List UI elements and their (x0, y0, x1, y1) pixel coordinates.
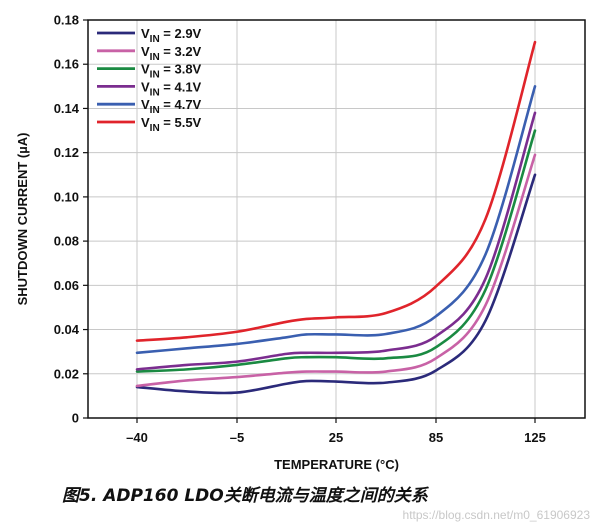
y-tick-label: 0.14 (54, 101, 80, 116)
legend-label-6: VIN = 5.5V (141, 115, 202, 134)
series-line-6 (135, 40, 537, 342)
y-tick-label: 0.02 (54, 366, 79, 381)
legend-label-3: VIN = 3.8V (141, 62, 202, 81)
x-axis-label: TEMPERATURE (°C) (274, 457, 399, 472)
series-line-4 (135, 111, 537, 371)
legend-label-4: VIN = 4.1V (141, 79, 202, 98)
x-tick-label: 25 (329, 430, 343, 445)
legend-label-2: VIN = 3.2V (141, 44, 202, 63)
series-line-3 (135, 129, 537, 373)
figure-caption: 图5. ADP160 LDO关断电流与温度之间的关系 (62, 486, 430, 506)
y-tick-label: 0.08 (54, 234, 79, 249)
y-axis-label: SHUTDOWN CURRENT (µA) (15, 133, 30, 306)
y-tick-label: 0 (72, 411, 79, 426)
grid (88, 20, 585, 418)
y-tick-label: 0.18 (54, 13, 79, 28)
series-line-2 (135, 153, 537, 388)
watermark-text: https://blog.csdn.net/m0_61906923 (403, 508, 591, 522)
x-tick-label: 85 (429, 430, 443, 445)
x-tick-label: –5 (230, 430, 244, 445)
y-tick-label: 0.06 (54, 278, 79, 293)
series-line-5 (135, 85, 537, 355)
y-tick-label: 0.10 (54, 189, 79, 204)
series-lines (135, 40, 537, 395)
series-line-1 (135, 173, 537, 395)
legend-label-1: VIN = 2.9V (141, 26, 202, 45)
axis-ticks: 0 0.02 0.04 0.06 0.08 0.10 0.12 0.14 0.16 0.18 –40… (54, 13, 546, 446)
x-tick-label: 125 (524, 430, 546, 445)
y-tick-label: 0.16 (54, 57, 79, 72)
legend-label-5: VIN = 4.7V (141, 97, 202, 116)
y-tick-label: 0.04 (54, 322, 80, 337)
x-tick-label: –40 (126, 430, 148, 445)
y-tick-label: 0.12 (54, 145, 79, 160)
